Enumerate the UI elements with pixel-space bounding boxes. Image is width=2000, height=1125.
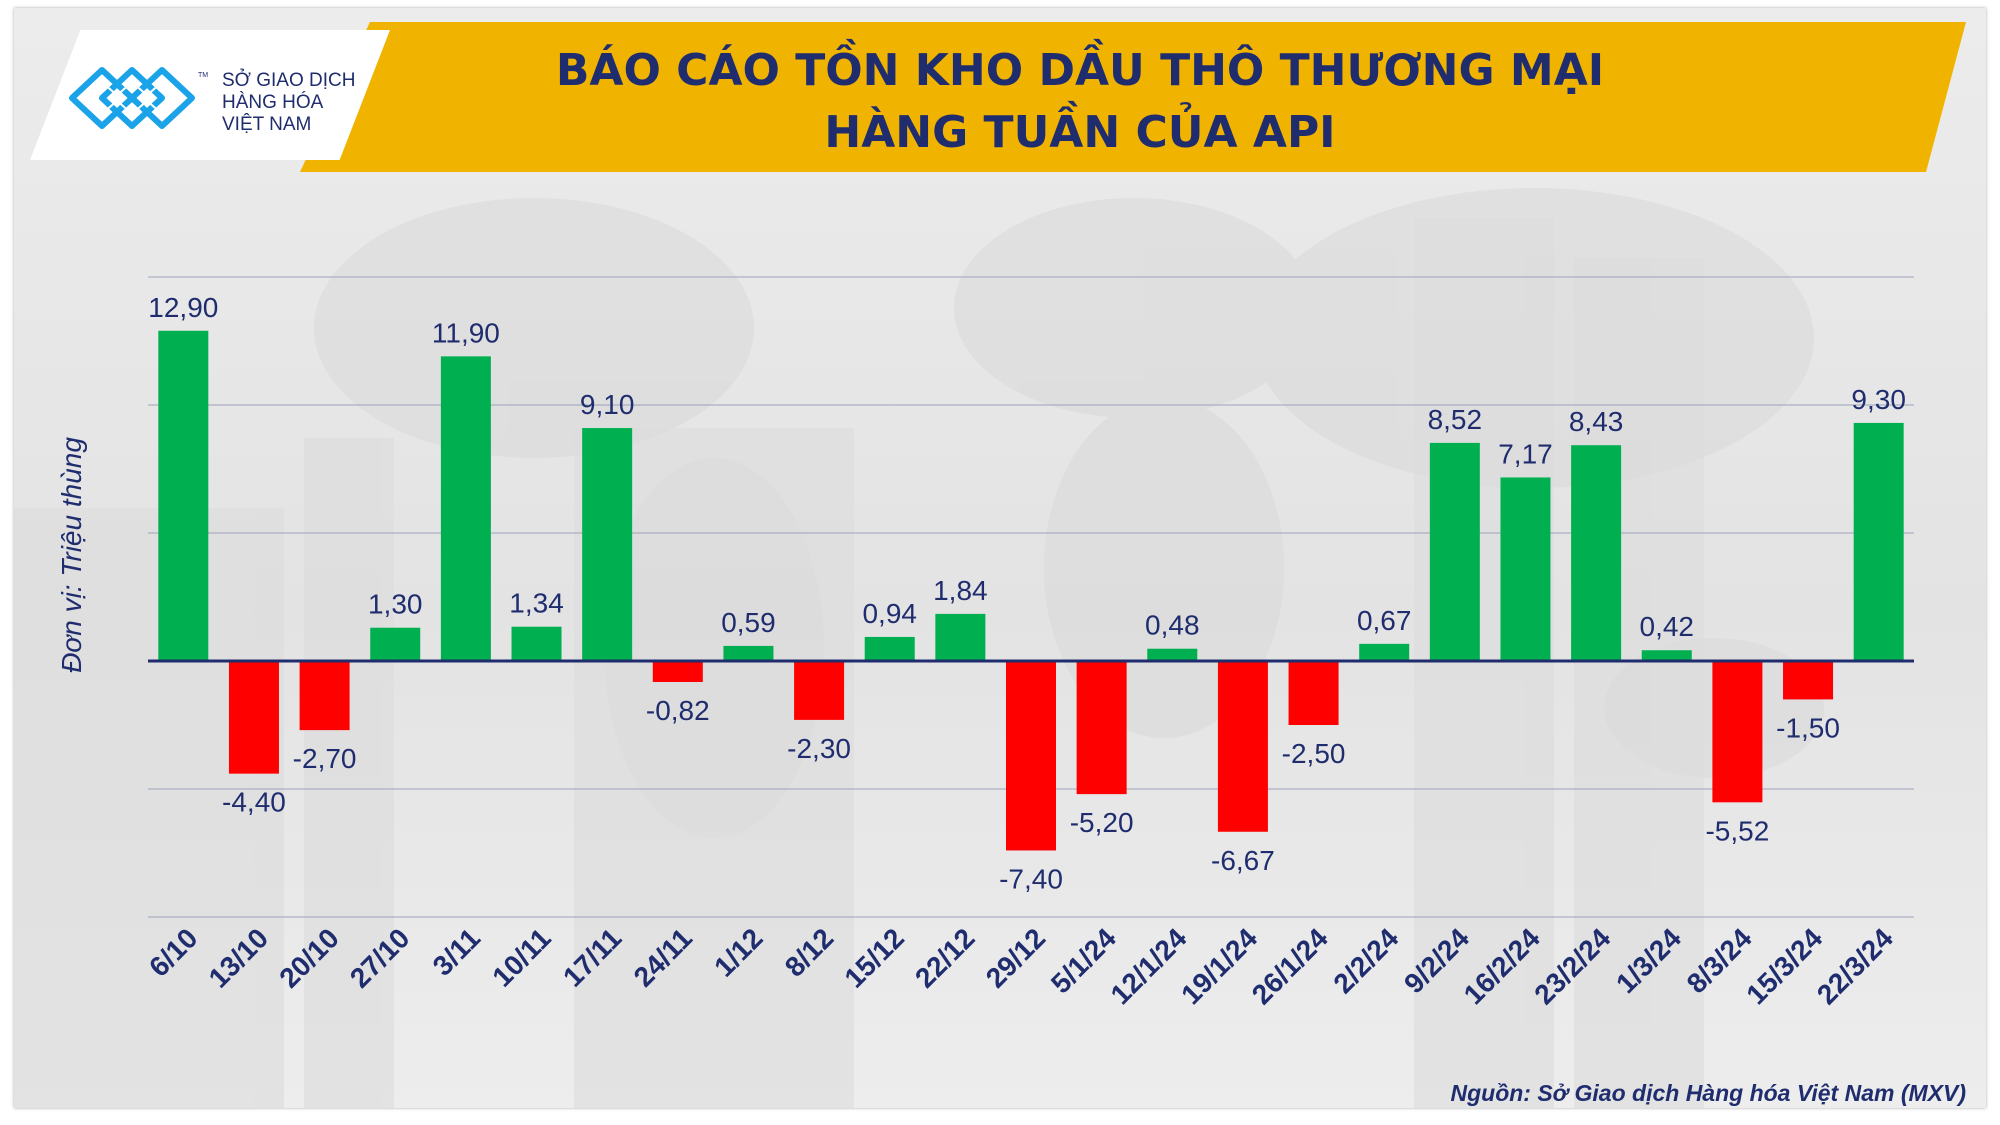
bar-13/10 [228,661,279,774]
data-label: 1,84 [933,575,988,606]
bar-20/10 [299,661,350,731]
bar-22/3/24 [1853,422,1904,661]
bar-9/2/24 [1429,442,1480,661]
data-label: -2,30 [787,733,851,764]
title-banner [300,22,1966,172]
data-label: 0,48 [1145,610,1200,641]
x-tick-label: 6/10 [143,922,203,982]
x-tick-label: 13/10 [203,922,274,993]
source-note: Nguồn: Sở Giao dịch Hàng hóa Việt Nam (M… [1450,1080,1966,1106]
data-label: 7,17 [1498,438,1553,469]
chart-frame [14,8,1986,1108]
data-label: 0,59 [721,607,776,638]
data-label: -7,40 [999,863,1063,894]
x-tick-label: 22/12 [909,922,980,993]
bar-6/10 [158,330,209,661]
data-label: 0,94 [862,598,917,629]
data-label: 11,90 [432,317,500,348]
y-axis-label: Đơn vị: Triệu thùng [56,437,87,673]
data-label: -4,40 [222,787,286,818]
data-label: -6,67 [1211,845,1275,876]
x-tick-label: 23/2/24 [1528,922,1616,1010]
bar-17/11 [582,428,633,661]
chart-title-line-1: BÁO CÁO TỒN KHO DẦU THÔ THƯƠNG MẠI [555,45,1605,96]
logo-text-line-2: HÀNG HÓA [222,92,324,113]
bar-3/11 [440,356,491,661]
x-tick-label: 26/1/24 [1246,922,1334,1010]
data-label: 9,30 [1851,384,1906,415]
bar-1/3/24 [1641,650,1692,661]
x-tick-label: 24/11 [628,922,698,992]
data-label: -2,70 [293,743,357,774]
bar-22/12 [935,613,986,661]
data-label: -5,20 [1070,807,1134,838]
logo-trademark: TM [198,72,209,79]
data-label: 8,52 [1428,404,1483,435]
x-tick-label: 1/12 [708,922,768,982]
logo-card [30,30,390,160]
data-label: 1,30 [368,589,423,620]
chart-title: BÁO CÁO TỒN KHO DẦU THÔ THƯƠNG MẠI HÀNG … [460,40,1700,164]
background-map-decoration [14,188,1824,1108]
x-tick-label: 15/3/24 [1740,922,1828,1010]
x-tick-label: 19/1/24 [1175,922,1263,1010]
bar-2/2/24 [1359,643,1410,661]
bar-5/1/24 [1076,661,1127,795]
data-label: 0,67 [1357,605,1412,636]
data-label: 8,43 [1569,406,1624,437]
logo-text-line-1: SỞ GIAO DỊCH [222,70,356,91]
x-tick-label: 2/2/24 [1327,922,1404,999]
bar-16/2/24 [1500,477,1551,661]
bar-26/1/24 [1288,661,1339,725]
x-tick-label: 22/3/24 [1811,922,1899,1010]
x-tick-label: 3/11 [427,922,486,981]
data-label: 12,90 [148,292,218,323]
data-label: -2,50 [1282,738,1346,769]
bar-19/1/24 [1217,661,1268,832]
data-label: -0,82 [646,695,710,726]
bar-12/1/24 [1147,648,1198,661]
logo-text: SỞ GIAO DỊCH HÀNG HÓA VIỆT NAM [222,70,355,136]
bar-8/3/24 [1712,661,1763,803]
bar-8/12 [794,661,845,720]
x-tick-label: 10/11 [486,922,556,992]
bar-1/12 [723,645,774,661]
x-tick-label: 12/1/24 [1105,922,1193,1010]
x-tick-label: 20/10 [273,922,344,993]
data-label: 1,34 [509,588,564,619]
bar-27/10 [370,627,421,661]
bar-10/11 [511,626,562,661]
x-tick-label: 29/12 [980,922,1051,993]
chart-title-line-2: HÀNG TUẦN CỦA API [824,107,1336,158]
logo-text-line-3: VIỆT NAM [222,114,312,135]
bar-29/12 [1006,661,1056,851]
data-label: -1,50 [1776,712,1840,743]
x-tick-label: 15/12 [838,922,909,993]
bar-15/3/24 [1783,661,1834,700]
mxv-logo-icon [69,67,195,129]
x-tick-label: 16/2/24 [1458,922,1546,1010]
x-tick-label: 1/3/24 [1610,922,1687,999]
x-tick-label: 8/12 [779,922,839,982]
bar-15/12 [864,636,915,661]
x-tick-label: 17/11 [557,922,627,992]
x-tick-label: 27/10 [344,922,415,993]
data-label: 0,42 [1640,611,1695,642]
bar-24/11 [652,661,703,682]
bar-23/2/24 [1571,445,1622,661]
data-label: 9,10 [580,389,635,420]
data-label: -5,52 [1705,815,1769,846]
